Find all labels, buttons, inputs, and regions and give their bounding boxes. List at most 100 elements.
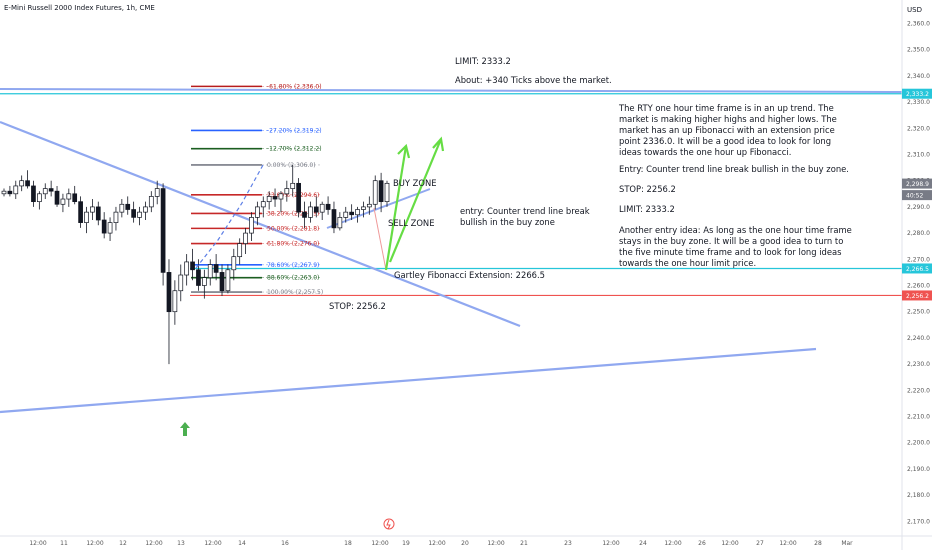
candle-body — [42, 188, 48, 195]
candle-body — [107, 222, 113, 234]
candle-body — [143, 206, 148, 213]
fib-level-label: 100.00% (2,257.5) — [267, 289, 323, 296]
price-tag-label: 2,256.2 — [906, 293, 929, 300]
y-tick-label: 2,210.0 — [907, 414, 930, 421]
x-tick-label: 24 — [639, 540, 647, 547]
gartley-label: Gartley Fibonacci Extension: 2266.5 — [394, 270, 545, 280]
candle-body — [95, 206, 101, 221]
candle-body — [278, 193, 284, 200]
x-tick-label: 12:00 — [204, 540, 221, 547]
candle-body — [255, 206, 260, 218]
y-tick-label: 2,270.0 — [907, 256, 930, 263]
candle-body — [325, 203, 331, 210]
green-target-arrow — [388, 138, 443, 263]
candle-body — [178, 274, 184, 292]
fib-level-label: 61.80% (2,276.0) — [267, 241, 319, 248]
candle-body — [31, 185, 36, 203]
analysis-stop: STOP: 2256.2 — [619, 184, 676, 194]
entry-mid-label: entry: Counter trend line break bullish … — [460, 206, 590, 227]
candle-body — [284, 188, 290, 195]
candle-body — [137, 211, 142, 218]
x-tick-label: 18 — [344, 540, 352, 547]
candle-body — [366, 203, 372, 208]
sell-path-line — [373, 207, 387, 271]
y-tick-label: 2,280.0 — [907, 230, 930, 237]
fib-level-label: 23.60% (2,294.6) — [267, 192, 319, 199]
candle-body — [331, 209, 337, 229]
candle-body — [266, 196, 272, 203]
x-tick-label: 12:00 — [371, 540, 388, 547]
candle-body — [125, 203, 131, 210]
x-tick-label: 12:00 — [428, 540, 445, 547]
green-target-arrow — [384, 145, 408, 271]
fib-level-label: -27.20% (2,319.2) — [267, 127, 322, 134]
x-tick-label: 23 — [564, 540, 572, 547]
price-tag — [902, 290, 932, 301]
lightning-icon — [383, 518, 395, 530]
candle-body — [201, 277, 207, 286]
limit-label-top: LIMIT: 2333.2 — [455, 56, 511, 66]
x-tick-label: 12:00 — [29, 540, 46, 547]
candle-body — [113, 211, 119, 223]
candle-body — [101, 219, 107, 234]
analysis-other-idea: Another entry idea: As long as the one h… — [619, 225, 852, 268]
green-target-arrowhead — [397, 143, 411, 159]
x-tick-label: 12:00 — [487, 540, 504, 547]
price-tag — [902, 263, 932, 274]
candle-body — [361, 206, 366, 210]
price-tag-label: 2,333.2 — [906, 91, 929, 98]
candle-body — [355, 209, 360, 216]
candle-body — [13, 185, 19, 195]
x-tick-label: 28 — [814, 540, 822, 547]
x-tick-label: 20 — [461, 540, 469, 547]
candle-body — [54, 190, 60, 205]
candle-body — [372, 180, 378, 205]
candle-body — [90, 206, 95, 213]
candle-body — [60, 198, 66, 205]
candle-body — [243, 232, 248, 244]
candle-body — [148, 196, 154, 208]
candle-body — [160, 188, 166, 273]
analysis-entry: Entry: Counter trend line break bullish … — [619, 164, 849, 174]
currency-label: USD — [907, 6, 922, 14]
y-tick-label: 2,180.0 — [907, 492, 930, 499]
candle-body — [260, 201, 266, 208]
y-tick-label: 2,310.0 — [907, 152, 930, 159]
y-tick-label: 2,250.0 — [907, 309, 930, 316]
candle-body — [19, 180, 25, 187]
candle-body — [231, 256, 237, 271]
candle-body — [172, 290, 178, 313]
y-tick-label: 2,220.0 — [907, 387, 930, 394]
candle-body — [296, 182, 301, 213]
y-tick-label: 2,190.0 — [907, 466, 930, 473]
y-tick-label: 2,330.0 — [907, 99, 930, 106]
candle-body — [384, 182, 390, 203]
candle-body — [313, 206, 319, 213]
candle-body — [154, 188, 160, 197]
x-tick-label: 21 — [520, 540, 528, 547]
y-tick-label: 2,350.0 — [907, 47, 930, 54]
x-tick-label: Mar — [841, 540, 853, 547]
resistance-line — [0, 88, 903, 93]
candle-body — [190, 261, 195, 271]
fib-level-label: 88.60% (2,263.0) — [267, 275, 319, 282]
price-tag — [902, 190, 932, 201]
x-tick-label: 12:00 — [602, 540, 619, 547]
y-tick-label: 2,320.0 — [907, 125, 930, 132]
candle-body — [196, 269, 201, 286]
fib-level-label: 50.00% (2,281.8) — [267, 225, 319, 232]
candle-body — [237, 243, 243, 258]
y-tick-label: 2,340.0 — [907, 73, 930, 80]
y-tick-label: 2,260.0 — [907, 283, 930, 290]
x-tick-label: 11 — [60, 540, 68, 547]
candle-body — [219, 272, 225, 292]
candle-body — [37, 193, 42, 203]
price-tag-label: 2,298.9 — [906, 181, 929, 188]
candle-body — [84, 211, 89, 223]
price-tag — [902, 178, 932, 189]
price-tag-label: 40:52 — [906, 193, 923, 200]
y-tick-label: 2,200.0 — [907, 440, 930, 447]
x-tick-label: 26 — [698, 540, 706, 547]
candle-body — [184, 261, 190, 276]
